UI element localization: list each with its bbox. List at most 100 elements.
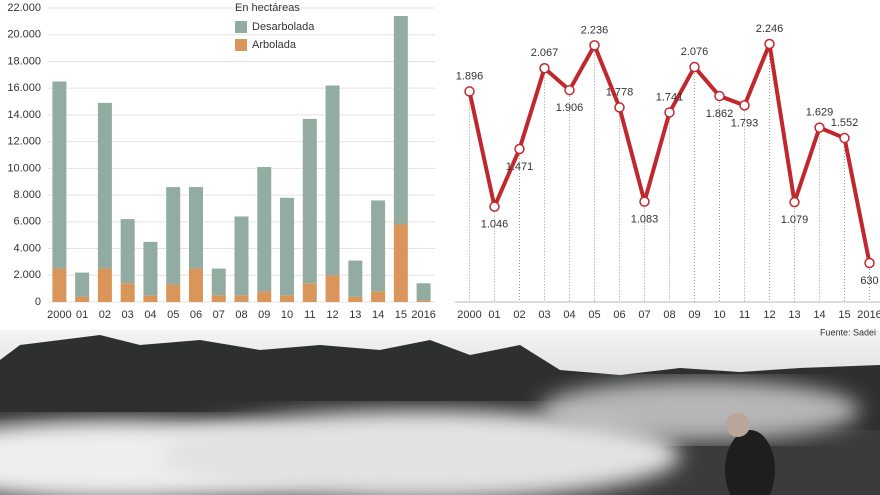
y-tick-label: 10.000 xyxy=(7,162,41,174)
bar-segment xyxy=(371,200,386,292)
x-tick-label: 04 xyxy=(563,309,575,321)
x-tick-label: 08 xyxy=(663,309,675,321)
point xyxy=(739,100,750,111)
value-label: 2.067 xyxy=(531,47,559,59)
x-tick-label: 2000 xyxy=(47,309,71,321)
x-tick-label: 01 xyxy=(488,309,500,321)
value-label: 1.046 xyxy=(481,219,509,231)
value-label: 2.246 xyxy=(756,23,784,35)
point xyxy=(764,38,775,50)
y-tick-label: 14.000 xyxy=(7,109,41,121)
y-tick-label: 6.000 xyxy=(13,216,41,228)
x-tick-label: 2016 xyxy=(411,309,435,321)
bar-segment xyxy=(166,187,181,285)
x-tick-label: 07 xyxy=(638,309,650,321)
bar-chart: 0 2.000 4.000 6.000 8.000 10.000 12.000 14.000 1… xyxy=(7,2,436,321)
value-label: 1.896 xyxy=(456,70,484,82)
point xyxy=(589,40,600,51)
point xyxy=(639,196,650,207)
value-label: 630 xyxy=(860,275,878,287)
bar-segment xyxy=(143,295,158,302)
y-tick-label: 2.000 xyxy=(13,269,41,281)
y-tick-label: 20.000 xyxy=(7,29,41,41)
y-tick-label: 16.000 xyxy=(7,82,41,94)
point xyxy=(664,107,675,118)
value-label: 1.793 xyxy=(731,117,759,129)
x-tick-label: 09 xyxy=(688,309,700,321)
x-tick-label: 15 xyxy=(838,309,850,321)
x-tick-label: 06 xyxy=(613,309,625,321)
bar-segment xyxy=(325,275,340,302)
x-tick-label: 12 xyxy=(763,309,775,321)
bar-segment xyxy=(393,16,408,225)
bar-segment xyxy=(188,187,203,269)
x-tick-label: 12 xyxy=(326,309,338,321)
y-tick-label: 4.000 xyxy=(13,242,41,254)
x-tick-label: 10 xyxy=(281,309,293,321)
x-tick-label: 05 xyxy=(588,309,600,321)
x-tick-label: 10 xyxy=(713,309,725,321)
x-tick-label: 09 xyxy=(258,309,270,321)
bar-segment xyxy=(302,283,317,302)
value-label: 1.083 xyxy=(631,214,659,226)
y-tick-label: 8.000 xyxy=(13,189,41,201)
point xyxy=(564,84,575,96)
x-tick-label: 14 xyxy=(372,309,384,321)
x-tick-label: 02 xyxy=(513,309,525,321)
x-tick-label: 01 xyxy=(76,309,88,321)
bar-segment xyxy=(325,85,340,276)
bar-segment xyxy=(416,283,431,301)
x-tick-label: 03 xyxy=(538,309,550,321)
point xyxy=(864,257,875,269)
bar-segment xyxy=(97,268,112,302)
point xyxy=(789,196,800,208)
x-tick-label: 02 xyxy=(99,309,111,321)
value-label: 1.552 xyxy=(831,117,859,129)
legend-label: Arbolada xyxy=(252,39,297,51)
x-tick-label: 04 xyxy=(144,309,156,321)
value-label: 1.471 xyxy=(506,161,534,173)
bar-segment xyxy=(234,295,249,302)
point xyxy=(539,63,550,74)
value-label: 1.079 xyxy=(781,214,809,226)
x-tick-label: 11 xyxy=(304,309,315,321)
bar-segment xyxy=(143,241,158,296)
point xyxy=(514,143,525,155)
line-chart: 2000 01 02 03 04 05 06 07 08 09 10 11 12 13 14 15 2016 1.… xyxy=(455,23,880,337)
bar-segment xyxy=(371,291,386,302)
bar-segment xyxy=(52,81,67,269)
bar-segment xyxy=(348,260,363,297)
bar-segment xyxy=(257,167,272,292)
x-tick-label: 11 xyxy=(739,309,750,321)
value-label: 1.778 xyxy=(606,86,634,98)
x-tick-label: 14 xyxy=(813,309,825,321)
bar-segment xyxy=(211,268,226,296)
value-label: 1.906 xyxy=(556,102,584,114)
y-tick-label: 18.000 xyxy=(7,55,41,67)
bar-segment xyxy=(75,272,90,297)
bar-segment xyxy=(348,296,363,302)
legend-title: En hectáreas xyxy=(235,2,300,14)
bar-segment xyxy=(120,219,135,284)
value-label: 1.741 xyxy=(656,91,684,103)
value-label: 1.862 xyxy=(706,108,734,120)
point xyxy=(464,86,475,97)
bar-segment xyxy=(302,118,317,284)
x-tick-label: 06 xyxy=(190,309,202,321)
bar-segment xyxy=(188,268,203,302)
bar-segment xyxy=(75,296,90,302)
bar-segment xyxy=(97,102,112,269)
bar-segment xyxy=(416,300,431,302)
point xyxy=(689,61,700,73)
x-tick-label: 07 xyxy=(213,309,225,321)
y-tick-label: 22.000 xyxy=(7,2,41,14)
x-tick-label: 05 xyxy=(167,309,179,321)
value-label: 2.076 xyxy=(681,46,709,58)
point xyxy=(814,122,825,133)
y-tick-label: 0 xyxy=(35,296,41,308)
bar-segment xyxy=(393,224,408,302)
bar-segment xyxy=(234,216,249,296)
legend-swatch xyxy=(235,39,247,51)
point xyxy=(489,201,500,212)
